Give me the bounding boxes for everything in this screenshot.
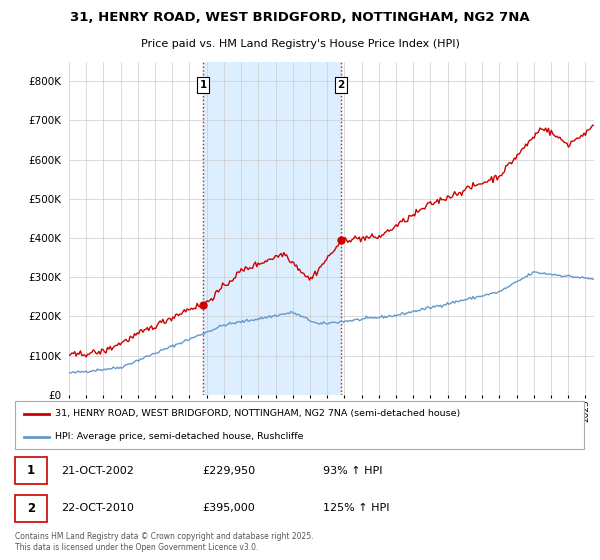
- Text: 2: 2: [27, 502, 35, 515]
- Text: 1: 1: [200, 80, 207, 90]
- Text: 93% ↑ HPI: 93% ↑ HPI: [323, 465, 383, 475]
- Text: 22-OCT-2010: 22-OCT-2010: [61, 503, 134, 514]
- Bar: [203, 62, 341, 395]
- Text: Price paid vs. HM Land Registry's House Price Index (HPI): Price paid vs. HM Land Registry's House …: [140, 39, 460, 49]
- Text: £229,950: £229,950: [202, 465, 255, 475]
- Text: £395,000: £395,000: [202, 503, 255, 514]
- Text: 2: 2: [337, 80, 344, 90]
- Text: HPI: Average price, semi-detached house, Rushcliffe: HPI: Average price, semi-detached house,…: [55, 432, 304, 441]
- Text: 125% ↑ HPI: 125% ↑ HPI: [323, 503, 389, 514]
- FancyBboxPatch shape: [15, 402, 584, 449]
- Text: 31, HENRY ROAD, WEST BRIDGFORD, NOTTINGHAM, NG2 7NA (semi-detached house): 31, HENRY ROAD, WEST BRIDGFORD, NOTTINGH…: [55, 409, 460, 418]
- Text: 21-OCT-2002: 21-OCT-2002: [61, 465, 134, 475]
- FancyBboxPatch shape: [15, 495, 47, 522]
- Text: 1: 1: [27, 464, 35, 477]
- Text: Contains HM Land Registry data © Crown copyright and database right 2025.
This d: Contains HM Land Registry data © Crown c…: [15, 532, 313, 552]
- FancyBboxPatch shape: [15, 458, 47, 484]
- Text: 31, HENRY ROAD, WEST BRIDGFORD, NOTTINGHAM, NG2 7NA: 31, HENRY ROAD, WEST BRIDGFORD, NOTTINGH…: [70, 11, 530, 24]
